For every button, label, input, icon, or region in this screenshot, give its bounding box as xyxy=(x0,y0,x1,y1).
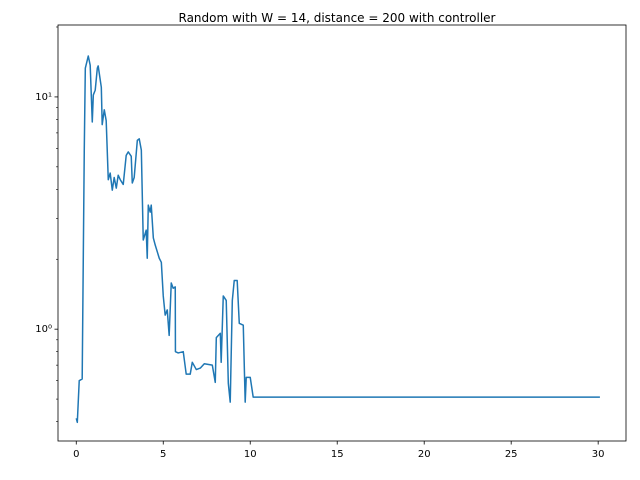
y-tick-label: 10⁰ xyxy=(35,324,52,335)
chart-title: Random with W = 14, distance = 200 with … xyxy=(179,11,496,25)
x-tick-label: 20 xyxy=(418,449,431,460)
y-tick-label: 10¹ xyxy=(35,92,52,103)
plot-frame xyxy=(57,24,627,442)
x-tick-label: 15 xyxy=(331,449,344,460)
x-tick-label: 0 xyxy=(73,449,79,460)
x-tick-label: 25 xyxy=(505,449,518,460)
x-tick-label: 10 xyxy=(244,449,257,460)
data-line xyxy=(75,55,600,424)
x-tick-label: 30 xyxy=(592,449,605,460)
x-tick-label: 5 xyxy=(160,449,166,460)
